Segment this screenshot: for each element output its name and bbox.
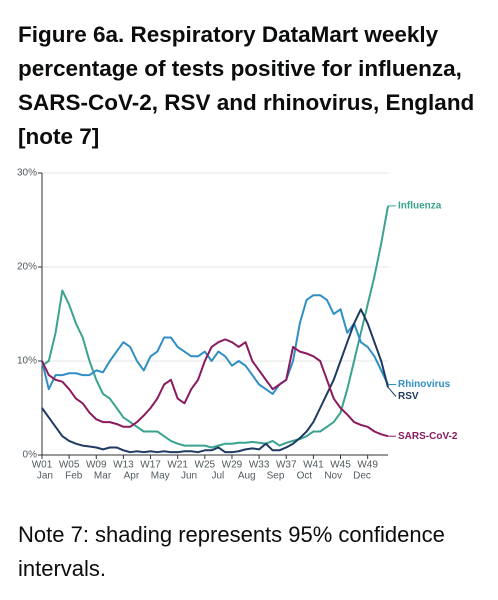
- x-tick-label: W25: [195, 460, 216, 471]
- x-tick-label: W01: [32, 460, 53, 471]
- x-tick-label: W13: [113, 460, 134, 471]
- month-label: Mar: [94, 471, 112, 482]
- chart: 0% 10% 20% 30% W01 W05 W09 W13 W17 W21 W25 W29 W33 W3…: [17, 168, 458, 482]
- month-label: May: [151, 471, 170, 482]
- chart-title: Figure 6a. Respiratory DataMart weekly p…: [18, 22, 475, 149]
- x-tick-label: W05: [59, 460, 80, 471]
- month-label: Nov: [324, 471, 342, 482]
- x-tick-label: W29: [222, 460, 243, 471]
- note: Note 7: shading represents 95% confidenc…: [18, 522, 445, 581]
- month-label: Feb: [65, 471, 83, 482]
- y-tick-label: 20%: [17, 262, 37, 273]
- month-label: Sep: [267, 471, 285, 482]
- x-tick-label: W21: [167, 460, 188, 471]
- month-label: Dec: [353, 471, 371, 482]
- series-line: [41, 308, 389, 454]
- x-tick-label: W41: [303, 460, 324, 471]
- y-tick-label: 30%: [17, 168, 37, 179]
- month-label: Oct: [297, 471, 313, 482]
- x-tick-label: W49: [357, 460, 378, 471]
- label-leader: [387, 386, 397, 397]
- month-label: Jul: [211, 471, 224, 482]
- series-label: Influenza: [398, 201, 442, 212]
- month-label: Jun: [181, 471, 197, 482]
- y-tick-label: 10%: [17, 356, 37, 367]
- series-label: RSV: [398, 391, 419, 402]
- series-label: Rhinovirus: [398, 379, 451, 390]
- y-tick-label: 0%: [23, 450, 38, 461]
- month-label: Aug: [238, 471, 256, 482]
- x-tick-label: W37: [276, 460, 297, 471]
- month-label: Apr: [124, 471, 140, 482]
- x-tick-label: W17: [140, 460, 161, 471]
- month-label: Jan: [37, 471, 53, 482]
- x-tick-label: W33: [249, 460, 270, 471]
- series-line: [41, 338, 389, 438]
- series-line: [41, 205, 389, 449]
- x-tick-label: W45: [330, 460, 351, 471]
- series-line: [41, 294, 389, 395]
- x-tick-label: W09: [86, 460, 107, 471]
- series-label: SARS-CoV-2: [398, 431, 458, 442]
